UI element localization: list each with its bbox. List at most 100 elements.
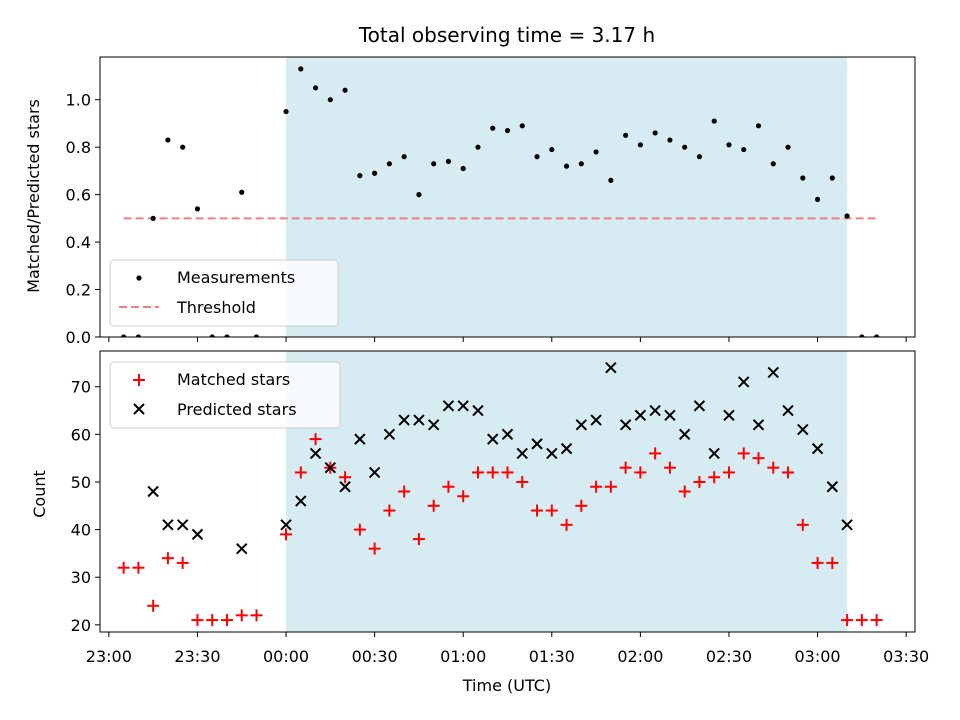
observing-window-shade <box>286 351 848 632</box>
measurement-point <box>416 192 422 198</box>
predicted-stars-point <box>826 481 839 493</box>
measurement-point <box>386 161 392 167</box>
matched-stars-point <box>220 614 233 627</box>
y-tick-label: 50 <box>71 473 91 492</box>
predicted-stars-point <box>162 519 174 531</box>
predicted-stars-point <box>457 400 469 412</box>
predicted-stars-point <box>368 466 381 479</box>
matched-stars-point <box>663 461 676 474</box>
measurement-point <box>445 158 452 165</box>
matched-stars-point <box>634 466 647 479</box>
predicted-stars-point <box>147 485 159 498</box>
predicted-stars-point <box>191 528 204 541</box>
predicted-stars-point <box>664 409 676 422</box>
x-tick-label: 02:00 <box>617 647 663 666</box>
matched-stars-point <box>826 556 839 569</box>
y-tick-label: 0.8 <box>66 138 91 157</box>
y-tick-label: 1.0 <box>66 91 91 110</box>
predicted-stars-point <box>236 542 248 555</box>
x-tick-label: 01:00 <box>440 647 486 666</box>
predicted-stars-point <box>723 409 735 422</box>
measurement-point <box>755 123 762 129</box>
matched-stars-point <box>161 552 174 565</box>
measurement-point <box>490 125 496 131</box>
predicted-stars-point <box>797 423 809 436</box>
matched-stars-point <box>870 614 883 627</box>
axes-frame <box>99 56 916 338</box>
measurement-point <box>312 85 319 91</box>
measurement-point <box>239 189 245 195</box>
measurement-point <box>726 142 732 148</box>
predicted-stars-point <box>176 519 189 531</box>
x-tick-label: 23:30 <box>174 647 220 666</box>
predicted-stars-point <box>590 414 602 426</box>
matched-stars-point <box>294 466 307 479</box>
matched-stars-point <box>604 480 617 493</box>
legend-matched-label: Matched stars <box>177 370 290 389</box>
legend: Measurements Threshold <box>109 259 339 327</box>
matched-stars-point <box>353 523 366 536</box>
measurement-point <box>874 334 880 337</box>
predicted-stars-point <box>634 409 647 422</box>
y-tick-label: 0.2 <box>66 281 91 300</box>
top-panel-y-axis-label: Matched/Predicted stars <box>24 99 43 293</box>
matched-stars-point <box>590 480 603 493</box>
measurement-point <box>859 334 865 337</box>
predicted-stars-point <box>427 419 440 431</box>
measurement-point <box>194 206 201 212</box>
matched-stars-point <box>516 475 529 488</box>
axes-frame <box>99 350 916 633</box>
matched-stars-point <box>545 504 558 517</box>
measurement-point <box>327 97 333 103</box>
matched-stars-point <box>855 614 868 627</box>
matched-stars-point <box>309 433 322 446</box>
matched-stars-point <box>412 533 425 546</box>
count-panel: 20 30 40 50 60 70 23:00 23:30 00:00 00:30 01:00 01:… <box>71 350 929 666</box>
measurement-point <box>549 146 555 153</box>
measurement-point <box>342 87 348 93</box>
measurement-point <box>711 118 717 124</box>
predicted-stars-point <box>295 495 307 507</box>
matched-stars-point <box>398 485 411 498</box>
matched-stars-point <box>383 504 396 517</box>
predicted-stars-point <box>693 400 706 412</box>
predicted-stars-point <box>398 414 410 426</box>
predicted-stars-point <box>309 447 322 460</box>
matched-stars-point <box>841 614 854 627</box>
measurement-point <box>150 215 156 221</box>
measurement-point <box>180 144 186 150</box>
matched-stars-point <box>708 471 721 484</box>
measurement-point <box>121 334 127 337</box>
marker-layer <box>121 66 880 337</box>
matched-stars-point <box>796 518 809 531</box>
matched-stars-point <box>560 518 573 531</box>
predicted-stars-point <box>501 428 514 441</box>
predicted-stars-point <box>560 442 573 455</box>
x-tick-label: 02:30 <box>706 647 752 666</box>
x-tick-label: 00:00 <box>263 647 309 666</box>
predicted-stars-point <box>811 442 824 455</box>
predicted-stars-point <box>339 481 351 493</box>
observing-window-shade <box>286 57 848 337</box>
measurement-point <box>372 170 378 176</box>
matched-stars-point <box>176 556 189 569</box>
predicted-stars-point <box>738 376 750 388</box>
matched-stars-point <box>250 609 263 622</box>
legend: Matched stars Predicted stars <box>109 361 341 429</box>
measurement-point <box>135 334 141 337</box>
y-tick-label: 0.0 <box>66 328 91 347</box>
matched-stars-point <box>368 542 381 555</box>
measurement-point <box>637 142 643 148</box>
predicted-stars-point <box>605 361 617 374</box>
predicted-stars-point <box>841 519 853 531</box>
predicted-stars-point <box>708 447 720 460</box>
matched-stars-point <box>693 475 706 488</box>
x-tick-label: 03:00 <box>794 647 840 666</box>
x-tick-label: 00:30 <box>352 647 398 666</box>
legend-box <box>109 259 339 327</box>
matched-stars-point <box>811 556 824 569</box>
y-tick-label: 70 <box>71 378 91 397</box>
predicted-stars-point <box>516 447 528 460</box>
y-tick-label: 20 <box>71 616 91 635</box>
legend-threshold-label: Threshold <box>176 298 256 317</box>
